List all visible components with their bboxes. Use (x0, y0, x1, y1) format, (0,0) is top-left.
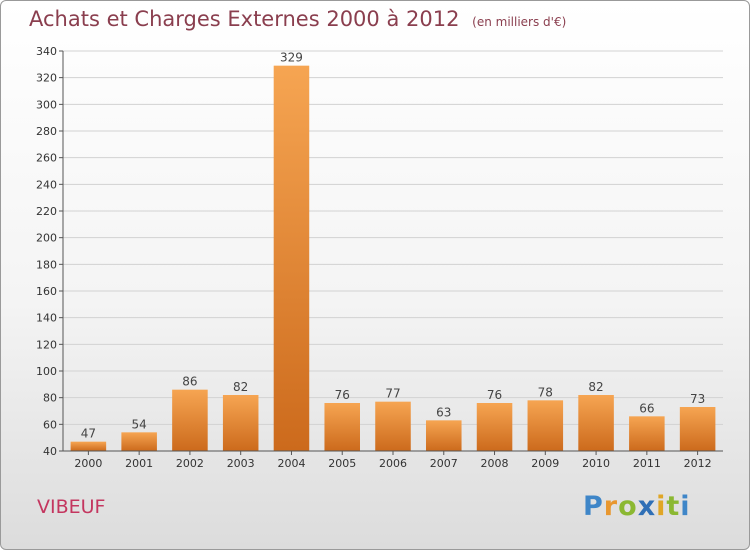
y-tick-label: 40 (43, 445, 57, 458)
bars: 47 54 86 82 329 76 77 63 76 78 82 66 73 (70, 51, 716, 452)
data-label: 76 (487, 388, 502, 402)
x-tick-label: 2003 (227, 457, 255, 470)
bar-2010 (578, 395, 614, 451)
data-label: 86 (182, 375, 197, 389)
x-tick-label: 2006 (379, 457, 407, 470)
bar-2002 (172, 389, 208, 451)
chart-unit: (en milliers d'€) (472, 15, 567, 29)
data-label: 329 (280, 51, 303, 65)
x-tick-label: 2009 (531, 457, 559, 470)
y-tick-label: 240 (36, 178, 57, 191)
data-label: 78 (538, 385, 553, 399)
bar-2000 (70, 441, 107, 451)
y-tick-label: 320 (36, 72, 57, 85)
x-axis: 2000 2001 2002 2003 2004 2005 2006 2007 2008 2009… (63, 450, 723, 470)
bar-2001 (121, 432, 157, 451)
y-tick-label: 60 (43, 418, 57, 431)
bar-2006 (375, 401, 411, 451)
y-tick-label: 260 (36, 152, 57, 165)
y-tick-label: 80 (43, 392, 57, 405)
data-label: 82 (233, 380, 248, 394)
data-label: 73 (690, 392, 705, 406)
bar-2008 (476, 403, 513, 451)
bar-2003 (222, 395, 259, 451)
y-tick-label: 200 (36, 232, 57, 245)
x-tick-label: 2008 (481, 457, 509, 470)
bar-2009 (527, 400, 564, 451)
y-tick-label: 140 (36, 312, 57, 325)
data-label: 66 (639, 401, 654, 415)
y-tick-label: 300 (36, 98, 57, 111)
data-label: 47 (81, 427, 96, 441)
y-tick-label: 120 (36, 338, 57, 351)
data-label: 63 (436, 405, 451, 419)
y-tick-label: 220 (36, 205, 57, 218)
bar-2005 (324, 403, 360, 451)
data-label: 76 (335, 388, 350, 402)
y-tick-label: 180 (36, 258, 57, 271)
y-tick-label: 100 (36, 365, 57, 378)
chart-title: Achats et Charges Externes 2000 à 2012 (… (29, 7, 566, 31)
y-axis: 40 60 80 100 120 140 160 180 200 220 240 260 280 300 3… (36, 45, 64, 458)
y-tick-label: 280 (36, 125, 57, 138)
x-tick-label: 2007 (430, 457, 458, 470)
bar-2012 (679, 407, 716, 451)
data-label: 77 (385, 387, 400, 401)
x-tick-label: 2004 (277, 457, 305, 470)
bar-2011 (629, 416, 665, 451)
x-tick-label: 2001 (125, 457, 153, 470)
bar-2004 (273, 65, 310, 452)
y-tick-label: 340 (36, 45, 57, 58)
bar-2007 (426, 420, 462, 451)
data-label: 82 (588, 380, 603, 394)
x-tick-label: 2000 (74, 457, 102, 470)
x-tick-label: 2012 (684, 457, 712, 470)
x-tick-label: 2005 (328, 457, 356, 470)
data-label: 54 (132, 417, 147, 431)
x-tick-label: 2002 (176, 457, 204, 470)
chart-title-text: Achats et Charges Externes 2000 à 2012 (29, 7, 460, 31)
y-tick-label: 160 (36, 285, 57, 298)
commune-name: VIBEUF (37, 496, 106, 518)
proxiti-logo[interactable]: Proxiti (583, 491, 691, 522)
x-tick-label: 2010 (582, 457, 610, 470)
x-tick-label: 2011 (633, 457, 661, 470)
